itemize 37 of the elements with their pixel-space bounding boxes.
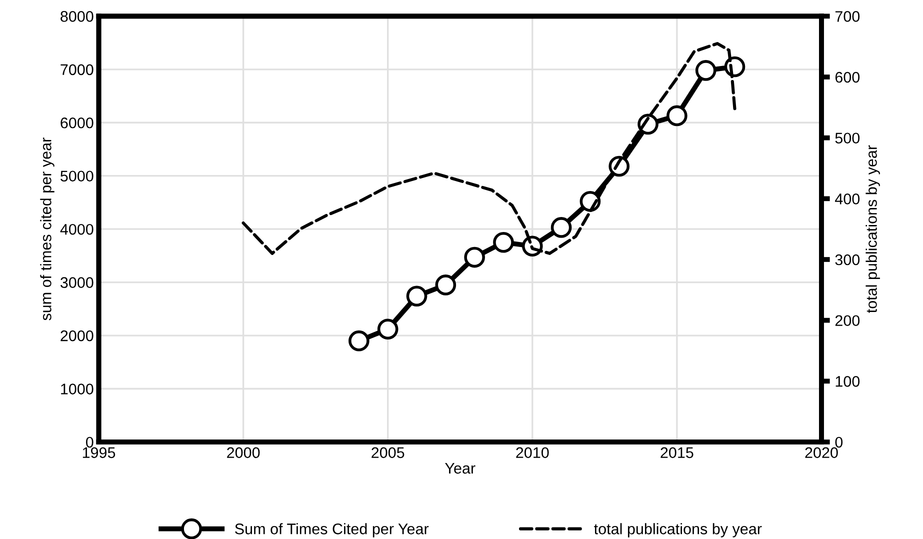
point [435, 274, 456, 296]
legend-label: Sum of Times Cited per Year [235, 523, 429, 538]
point [666, 105, 688, 126]
point [406, 286, 428, 307]
y2-tick-label: 0 [835, 436, 843, 448]
y-tick-label: 4000 [60, 224, 94, 235]
y-tick-label: 5000 [60, 170, 94, 182]
legend-label: total publications by year [594, 523, 762, 538]
x-tick-label: 2020 [805, 447, 838, 458]
point [464, 246, 485, 268]
point [695, 60, 716, 81]
point [550, 217, 572, 238]
point [493, 232, 514, 253]
y2-tick-label: 300 [835, 254, 860, 266]
x-tick-label: 2000 [227, 447, 260, 458]
y-tick-label: 1000 [61, 384, 94, 394]
y2-tick-label: 200 [835, 315, 860, 326]
y-tick-label: 6000 [60, 117, 94, 128]
x-tick-label: 2005 [372, 447, 404, 458]
point [348, 330, 370, 352]
y2-tick-label: 600 [835, 72, 860, 83]
y2-tick-label: 400 [835, 194, 860, 204]
y-tick-label: 7000 [60, 64, 94, 76]
x-tick-label: 2010 [516, 447, 549, 458]
y2-tick-label: 700 [835, 11, 860, 22]
x-tick-label: 2015 [660, 447, 694, 458]
y-tick-label: 2000 [60, 330, 94, 342]
x-tick-label: 1995 [82, 447, 116, 458]
x-axis-title: Year [445, 463, 476, 474]
point [377, 318, 398, 340]
y-axis-title: sum of times cited per year [40, 138, 54, 320]
y-tick-label: 8000 [60, 11, 94, 22]
y-tick-label: 3000 [60, 277, 94, 288]
y-tick-label: 0 [86, 436, 94, 448]
y2-tick-label: 500 [835, 132, 860, 144]
y2-tick-label: 100 [836, 376, 860, 387]
y2-axis-title: total publications by year [866, 145, 880, 313]
